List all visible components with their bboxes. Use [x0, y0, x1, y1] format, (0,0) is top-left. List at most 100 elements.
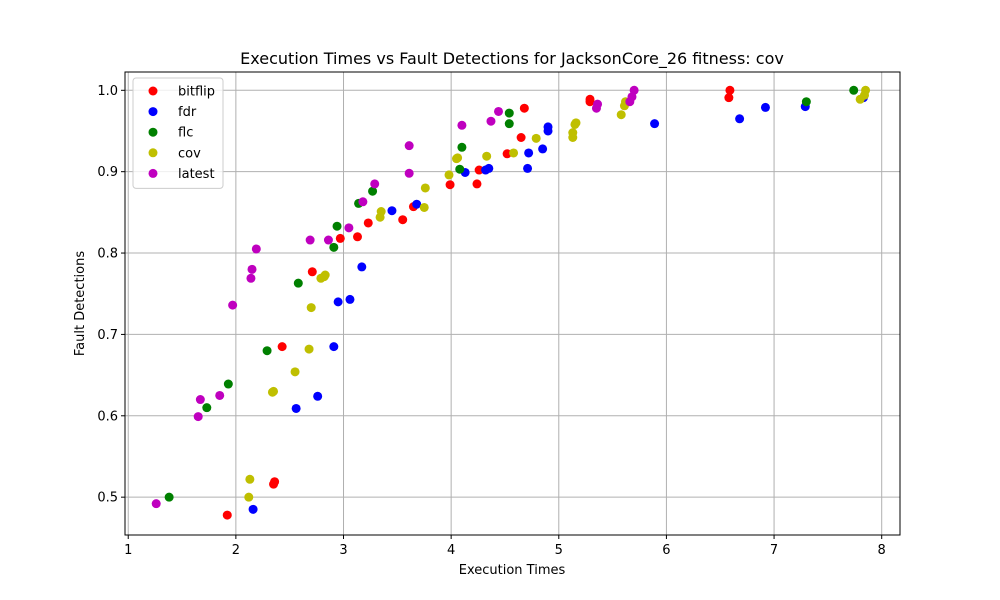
data-point-cov	[531, 133, 541, 143]
x-tick-label: 3	[339, 543, 347, 558]
data-point-cov	[571, 118, 581, 128]
data-point-fdr	[333, 297, 343, 307]
data-point-cov	[376, 207, 386, 217]
data-point-latest	[629, 85, 639, 95]
x-axis-label: Execution Times	[459, 563, 566, 578]
data-point-latest	[344, 223, 354, 233]
data-point-latest	[195, 395, 205, 405]
legend: bitflip fdr flc cov latest	[132, 77, 224, 189]
data-point-fdr	[357, 262, 367, 272]
data-point-bitflip	[472, 179, 482, 189]
data-point-cov	[304, 344, 314, 354]
data-point-bitflip	[474, 165, 484, 175]
data-point-flc	[164, 492, 174, 502]
data-point-flc	[457, 142, 467, 152]
data-point-bitflip	[277, 342, 287, 352]
data-point-cov	[616, 110, 626, 120]
data-point-fdr	[412, 199, 422, 209]
data-point-cov	[482, 151, 492, 161]
chart-title: Execution Times vs Fault Detections for …	[240, 49, 784, 69]
data-point-fdr	[760, 102, 770, 112]
data-point-fdr	[735, 114, 745, 124]
data-point-latest	[246, 273, 256, 283]
data-point-latest	[358, 197, 368, 207]
data-point-latest	[193, 412, 203, 422]
data-point-flc	[223, 379, 233, 389]
data-point-cov	[419, 202, 429, 212]
data-point-cov	[290, 367, 300, 377]
data-point-latest	[457, 120, 467, 130]
data-point-bitflip	[398, 215, 408, 225]
data-point-flc	[293, 278, 303, 288]
legend-label-bitflip: bitflip	[178, 85, 215, 100]
data-point-latest	[151, 499, 161, 509]
legend-marker-flc	[148, 127, 158, 137]
data-point-flc	[368, 186, 378, 196]
data-point-bitflip	[725, 85, 735, 95]
x-tick-label: 2	[232, 543, 240, 558]
data-point-bitflip	[724, 93, 734, 103]
y-tick-label: 0.7	[97, 328, 118, 343]
axis-ticks: 1 2 3 4 5 6 7 8 0.5 0.6 0.7 0.8 0.9 1.0	[97, 84, 886, 558]
data-point-fdr	[650, 119, 660, 129]
data-point-fdr	[248, 504, 258, 514]
data-point-cov	[568, 128, 578, 138]
data-point-cov	[444, 170, 454, 180]
data-point-flc	[332, 221, 342, 231]
x-tick-label: 1	[124, 543, 132, 558]
data-point-flc	[455, 164, 465, 174]
data-point-cov	[509, 148, 519, 158]
data-point-latest	[251, 244, 261, 254]
data-point-flc	[849, 85, 859, 95]
data-point-bitflip	[335, 233, 345, 243]
data-point-flc	[801, 97, 811, 107]
x-tick-label: 7	[770, 543, 778, 558]
data-point-latest	[370, 179, 380, 189]
data-point-cov	[245, 474, 255, 484]
data-point-fdr	[291, 403, 301, 413]
series-latest	[151, 85, 639, 509]
legend-box	[132, 77, 224, 189]
data-point-bitflip	[516, 133, 526, 143]
data-point-fdr	[313, 391, 323, 401]
plot-area	[125, 72, 900, 535]
legend-label-latest: latest	[178, 167, 215, 182]
data-point-bitflip	[222, 510, 232, 520]
data-point-latest	[247, 264, 257, 274]
legend-label-cov: cov	[178, 146, 201, 161]
data-point-cov	[306, 303, 316, 313]
data-points	[151, 85, 871, 520]
data-point-latest	[305, 235, 315, 245]
legend-label-flc: flc	[178, 126, 193, 141]
legend-marker-latest	[148, 168, 158, 178]
series-flc	[164, 85, 859, 502]
grid	[125, 72, 900, 535]
data-point-flc	[329, 242, 339, 252]
data-point-latest	[404, 168, 414, 178]
data-point-fdr	[345, 294, 355, 304]
data-point-latest	[215, 390, 225, 400]
y-axis-label: Fault Detections	[73, 251, 88, 356]
data-point-bitflip	[307, 267, 317, 277]
x-tick-label: 8	[878, 543, 886, 558]
data-point-bitflip	[519, 103, 529, 113]
data-point-cov	[861, 85, 871, 95]
data-point-latest	[486, 116, 496, 126]
x-tick-label: 6	[662, 543, 670, 558]
data-point-flc	[504, 119, 514, 129]
data-point-bitflip	[270, 477, 280, 487]
legend-marker-cov	[148, 148, 158, 158]
data-point-latest	[494, 106, 504, 116]
data-point-fdr	[538, 144, 548, 154]
y-tick-label: 1.0	[97, 84, 118, 99]
y-tick-label: 0.6	[97, 409, 118, 424]
data-point-fdr	[329, 342, 339, 352]
data-point-cov	[420, 183, 430, 193]
data-point-cov	[269, 386, 279, 396]
data-point-bitflip	[353, 232, 362, 242]
data-point-fdr	[543, 122, 553, 132]
data-point-bitflip	[363, 218, 373, 228]
data-point-flc	[504, 108, 514, 118]
y-tick-label: 0.5	[97, 491, 118, 506]
